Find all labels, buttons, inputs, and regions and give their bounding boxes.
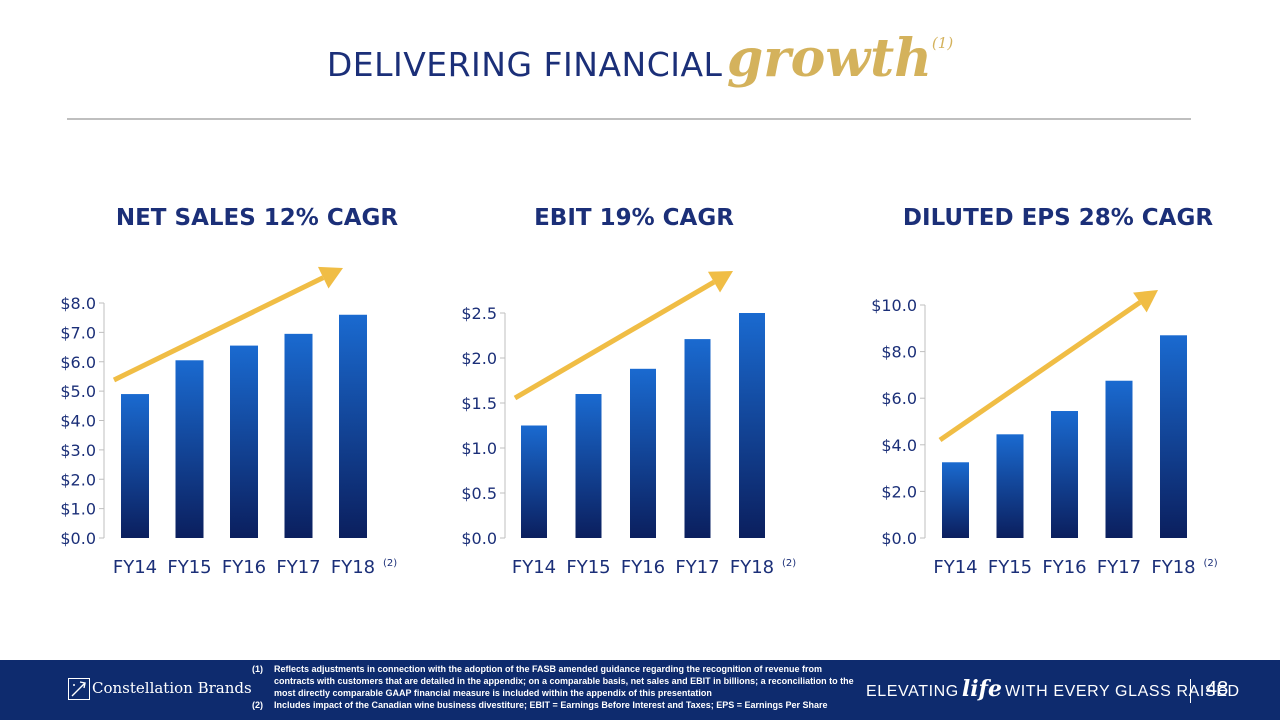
x-tick-label: FY15 [988, 557, 1032, 578]
y-tick-label: $1.0 [60, 500, 96, 519]
y-tick-label: $0.0 [461, 529, 497, 548]
footnotes: (1) Reflects adjustments in connection w… [252, 663, 862, 711]
footnote-text: Reflects adjustments in connection with … [274, 664, 854, 698]
trend-arrow-head [317, 266, 343, 289]
title-plain: DELIVERING FINANCIAL [326, 45, 723, 84]
x-label-footnote: (2) [1204, 558, 1218, 569]
bar [575, 394, 602, 538]
page-title: DELIVERING FINANCIAL growth(1) [0, 28, 1280, 89]
footnote-text: Includes impact of the Canadian wine bus… [274, 700, 828, 710]
bar [1160, 335, 1187, 538]
x-tick-label: FY15 [167, 557, 211, 578]
title-divider [67, 118, 1191, 120]
y-tick-label: $10.0 [871, 296, 917, 315]
y-tick-label: $8.0 [881, 343, 917, 362]
y-tick-label: $6.0 [881, 389, 917, 408]
footnote-number: (1) [252, 664, 263, 674]
bar [521, 425, 547, 538]
y-tick-label: $4.0 [60, 412, 96, 431]
trend-arrow-line [513, 279, 716, 401]
x-label-footnote: (2) [782, 558, 796, 569]
trend-arrow-head [707, 271, 733, 293]
bar [121, 394, 149, 538]
constellation-logo-icon [68, 678, 90, 700]
y-tick-label: $1.0 [461, 439, 497, 458]
x-tick-label: FY15 [566, 557, 610, 578]
bar [339, 314, 367, 538]
title-accent: growth [726, 28, 932, 89]
y-tick-label: $6.0 [60, 353, 96, 372]
x-tick-label: FY18 [331, 557, 375, 578]
x-tick-label: FY16 [1042, 557, 1086, 578]
tagline-post: WITH EVERY GLASS RAISED [1005, 683, 1240, 700]
y-tick-label: $0.0 [60, 529, 96, 548]
bar [1105, 380, 1133, 538]
chart-title-eps: DILUTED EPS 28% CAGR [902, 205, 1214, 231]
bar [942, 462, 969, 538]
brand-name: Constellation Brands [92, 679, 252, 697]
x-tick-label: FY18 [730, 557, 774, 578]
y-tick-label: $1.5 [461, 394, 497, 413]
chart-title-net-sales: NET SALES 12% CAGR [115, 205, 399, 231]
charts-canvas: $0.0 $1.0 $2.0 $3.0 $4.0 $5.0 $6.0 $7.0 $8.0 FY14… [60, 266, 1218, 578]
footnote-1: (1) Reflects adjustments in connection w… [252, 663, 862, 699]
y-tick-label: $2.0 [881, 482, 917, 501]
bar [230, 345, 258, 538]
bar [630, 368, 656, 538]
y-tick-label: $3.0 [60, 441, 96, 460]
y-tick-label: $2.5 [461, 304, 497, 323]
bar [284, 333, 313, 538]
x-tick-label: FY14 [512, 557, 556, 578]
bar [684, 339, 711, 538]
tagline-life: life [961, 676, 1003, 702]
x-tick-label: FY16 [621, 557, 665, 578]
y-tick-label: $2.0 [461, 349, 497, 368]
x-label-footnote: (2) [383, 558, 397, 569]
tagline: ELEVATING life WITH EVERY GLASS RAISED [866, 676, 1240, 702]
footnote-number: (2) [252, 700, 263, 710]
footer-bar [0, 660, 1280, 720]
x-tick-label: FY17 [1097, 557, 1141, 578]
trend-arrow-line [112, 275, 325, 383]
y-tick-label: $2.0 [60, 470, 96, 489]
x-tick-label: FY17 [276, 557, 320, 578]
footer-divider [1190, 679, 1191, 703]
trend-arrow-line [938, 300, 1142, 443]
y-tick-label: $0.5 [461, 484, 497, 503]
bar [996, 434, 1024, 538]
x-tick-label: FY16 [222, 557, 266, 578]
page-number: 48 [1206, 678, 1229, 700]
tagline-pre: ELEVATING [866, 683, 959, 700]
x-tick-label: FY14 [113, 557, 157, 578]
y-tick-label: $5.0 [60, 382, 96, 401]
x-tick-label: FY14 [933, 557, 977, 578]
bar [175, 360, 204, 538]
x-tick-label: FY18 [1151, 557, 1195, 578]
bar [1051, 411, 1078, 538]
y-tick-label: $7.0 [60, 323, 96, 342]
y-tick-label: $4.0 [881, 436, 917, 455]
y-tick-label: $0.0 [881, 529, 917, 548]
y-tick-label: $8.0 [60, 294, 96, 313]
chart-title-ebit: EBIT 19% CAGR [534, 205, 734, 231]
x-tick-label: FY17 [675, 557, 719, 578]
title-footnote-marker: (1) [931, 34, 954, 52]
trend-arrow-head [1133, 290, 1158, 313]
bar [739, 313, 765, 538]
footnote-2: (2) Includes impact of the Canadian wine… [252, 699, 862, 711]
